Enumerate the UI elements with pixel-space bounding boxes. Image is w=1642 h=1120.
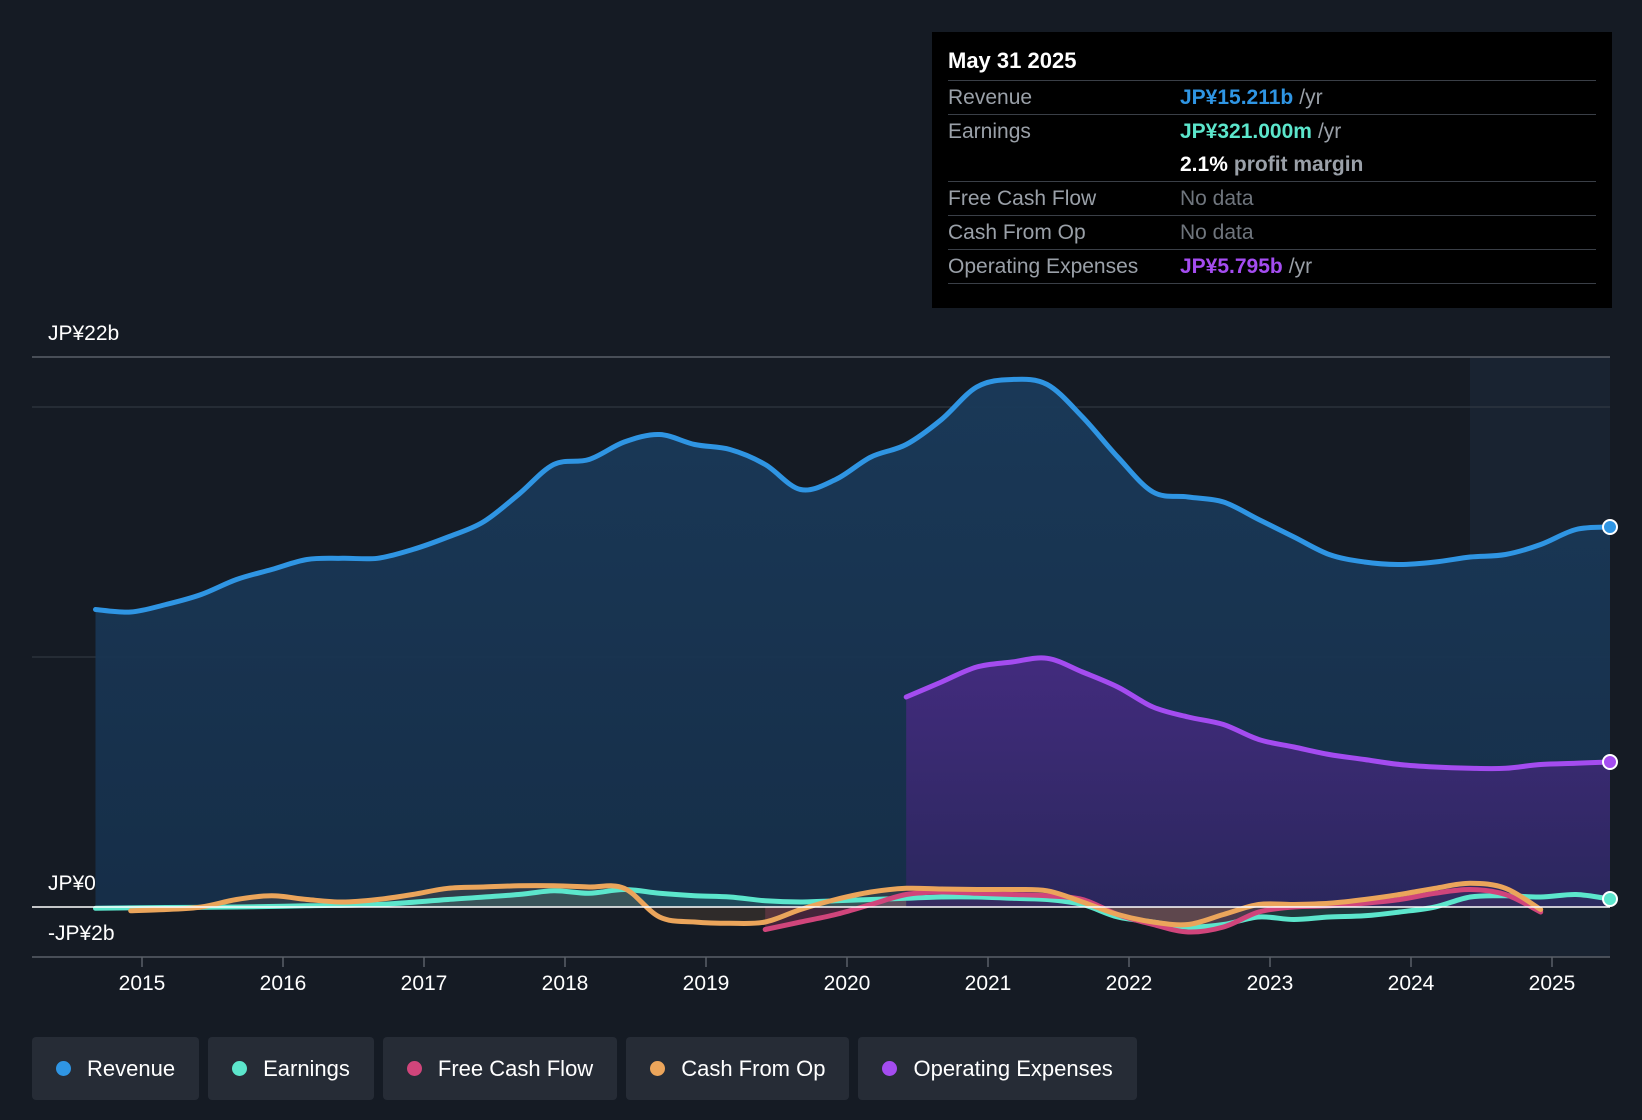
legend-item-operating-expenses[interactable]: Operating Expenses (858, 1037, 1137, 1100)
x-tick-label: 2019 (683, 972, 730, 995)
legend: Revenue Earnings Free Cash Flow Cash Fro… (32, 1037, 1137, 1100)
revenue-end-point[interactable] (1602, 519, 1618, 535)
legend-dot-icon (882, 1061, 898, 1076)
legend-dot-icon (650, 1061, 666, 1076)
earnings-end-point[interactable] (1602, 891, 1618, 907)
x-axis-ticks: 2015 2016 2017 2018 2019 2020 2021 2022 2023 2024… (119, 957, 1576, 995)
tooltip-date: May 31 2025 (948, 48, 1077, 73)
y-label-top: JP¥22b (48, 322, 119, 345)
tooltip-row-operating-expenses: Operating Expenses JP¥5.795b /yr (948, 249, 1596, 284)
legend-item-cash-from-op[interactable]: Cash From Op (626, 1037, 850, 1100)
y-label-bottom: -JP¥2b (48, 922, 115, 945)
tooltip-label: Operating Expenses (948, 254, 1139, 278)
operating-expenses-end-point[interactable] (1602, 754, 1618, 770)
operating-expenses-line (903, 655, 1613, 772)
x-tick-label: 2016 (260, 972, 307, 995)
tooltip-row-free-cash-flow: Free Cash Flow No data (948, 181, 1596, 215)
legend-label: Earnings (263, 1055, 350, 1081)
tooltip-value: JP¥5.795b (1180, 254, 1283, 278)
area-layer (95, 379, 1610, 933)
tooltip-label: Cash From Op (948, 220, 1086, 244)
tooltip-row-cash-from-op: Cash From Op No data (948, 215, 1596, 249)
tooltip-value: No data (1180, 220, 1254, 244)
operating-expenses-area (906, 657, 1610, 907)
legend-label: Free Cash Flow (437, 1055, 594, 1081)
tooltip-label: Free Cash Flow (948, 186, 1097, 210)
tooltip-value: JP¥15.211b (1180, 85, 1294, 109)
tooltip-value: JP¥321.000m (1180, 119, 1312, 143)
tooltip: May 31 2025 Revenue JP¥15.211b /yr Earni… (932, 32, 1612, 308)
legend-dot-icon (56, 1061, 71, 1076)
x-tick-label: 2023 (1247, 972, 1294, 995)
line-layer (32, 376, 1613, 935)
legend-dot-icon (406, 1061, 422, 1076)
legend-dot-icon (232, 1061, 248, 1076)
legend-item-free-cash-flow[interactable]: Free Cash Flow (382, 1037, 618, 1100)
legend-label: Operating Expenses (913, 1055, 1113, 1081)
revenue-line (93, 376, 1613, 615)
legend-item-revenue[interactable]: Revenue (32, 1037, 200, 1100)
x-tick-label: 2018 (542, 972, 589, 995)
y-label-zero: JP¥0 (48, 872, 96, 895)
tooltip-unit: /yr (1317, 119, 1342, 143)
x-tick-label: 2017 (401, 972, 448, 995)
tooltip-unit: /yr (1299, 85, 1323, 109)
tooltip-label: Earnings (948, 119, 1031, 143)
tooltip-row-earnings: Earnings JP¥321.000m /yr (948, 114, 1596, 148)
cash-from-op-line (128, 880, 1544, 928)
x-tick-label: 2015 (119, 972, 166, 995)
x-tick-label: 2022 (1106, 972, 1153, 995)
x-tick-label: 2025 (1529, 972, 1576, 995)
tooltip-unit: profit margin (1233, 152, 1364, 176)
earnings-line (93, 887, 1613, 930)
cash-from-op-area (130, 883, 1541, 925)
dot-layer (1602, 519, 1618, 907)
tooltip-unit: /yr (1288, 254, 1313, 278)
tooltip-value: No data (1180, 186, 1254, 210)
legend-item-earnings[interactable]: Earnings (208, 1037, 374, 1100)
legend-label: Cash From Op (681, 1055, 826, 1081)
tooltip-value: 2.1% (1180, 152, 1228, 176)
legend-label: Revenue (87, 1055, 176, 1081)
x-tick-label: 2024 (1388, 972, 1435, 995)
tooltip-label: Revenue (948, 85, 1033, 109)
x-tick-label: 2021 (965, 972, 1012, 995)
tooltip-row-revenue: Revenue JP¥15.211b /yr (948, 80, 1596, 114)
tooltip-row-profit-margin: 2.1% profit margin (948, 148, 1596, 181)
x-tick-label: 2020 (824, 972, 871, 995)
